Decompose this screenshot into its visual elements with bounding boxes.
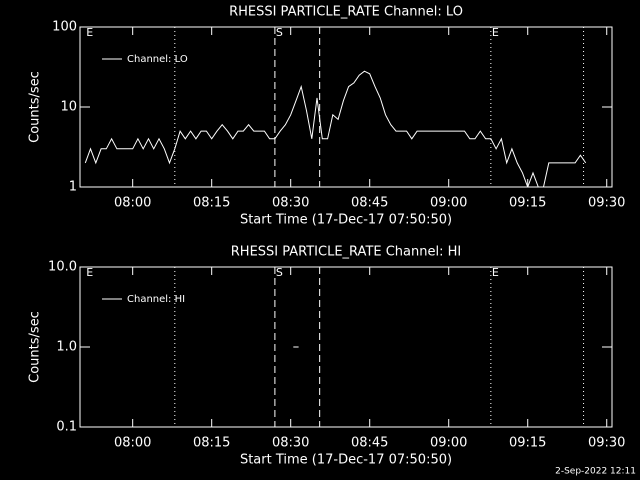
x-tick-label: 08:45 [351,436,388,451]
y-tick-label: 1.0 [56,340,77,355]
y-tick-label: 10 [60,100,77,115]
x-axis-label: Start Time (17-Dec-17 07:50:50) [240,453,452,468]
x-tick-label: 08:00 [114,196,151,211]
x-tick-label: 08:30 [272,196,309,211]
chart-title: RHESSI PARTICLE_RATE Channel: LO [229,5,463,20]
x-axis-label: Start Time (17-Dec-17 07:50:50) [240,213,452,228]
y-axis-label: Counts/sec [28,311,43,383]
x-tick-label: 09:15 [509,196,546,211]
legend-label: Channel: HI [127,294,185,305]
chart-title: RHESSI PARTICLE_RATE Channel: HI [231,245,461,260]
x-tick-label: 09:30 [588,436,625,451]
marker-label: E [492,26,499,39]
marker-label: E [86,266,93,279]
y-axis-label: Counts/sec [28,71,43,143]
x-tick-label: 08:15 [193,196,230,211]
y-tick-label: 10.0 [48,260,77,275]
marker-label: E [492,266,499,279]
y-tick-label: 1 [69,180,77,195]
y-tick-label: 100 [52,20,77,35]
x-tick-label: 08:30 [272,436,309,451]
x-tick-label: 08:45 [351,196,388,211]
y-tick-label: 0.1 [56,420,77,435]
x-tick-label: 09:00 [430,196,467,211]
legend-label: Channel: LO [127,54,188,65]
footer: 2-Sep-2022 12:11 [555,467,636,477]
x-tick-label: 09:30 [588,196,625,211]
marker-label: E [86,26,93,39]
marker-label: S [276,266,283,279]
x-tick-label: 09:00 [430,436,467,451]
x-tick-label: 08:15 [193,436,230,451]
data-line [84,70,587,187]
x-tick-label: 09:15 [509,436,546,451]
x-tick-label: 08:00 [114,436,151,451]
marker-label: S [276,26,283,39]
